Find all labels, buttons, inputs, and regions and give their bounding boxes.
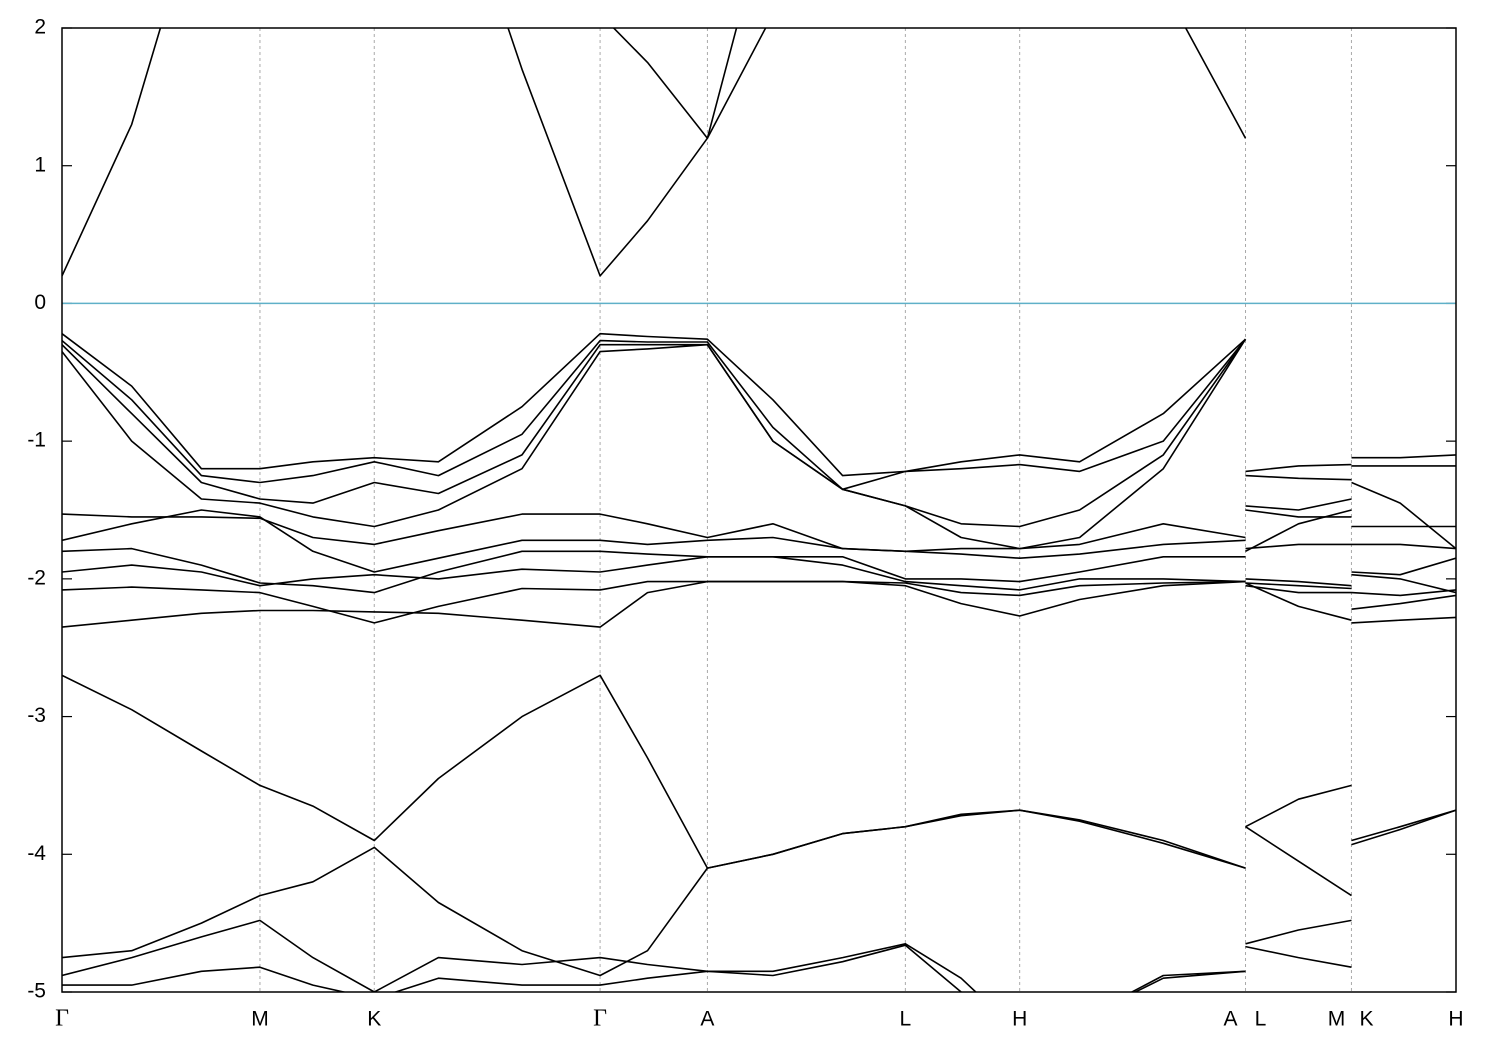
y-tick-label: -4 — [27, 842, 46, 865]
band-line — [62, 338, 1456, 491]
band-line — [62, 509, 1456, 553]
x-tick-label: A — [1223, 1008, 1237, 1031]
band-line — [62, 547, 1456, 597]
band-line — [62, 509, 1456, 576]
y-tick-label: -1 — [27, 429, 46, 452]
band-line — [62, 556, 1456, 594]
x-tick-label: K — [1359, 1008, 1373, 1031]
band-line — [62, 338, 1456, 550]
x-tick-label: Γ — [55, 1006, 69, 1032]
y-tick-label: 0 — [34, 291, 46, 314]
band-line — [62, 338, 1456, 550]
band-line — [612, 28, 738, 139]
y-tick-label: 2 — [34, 16, 46, 39]
x-tick-label: L — [1255, 1008, 1267, 1031]
y-tick-label: 1 — [34, 153, 46, 176]
bands — [62, 28, 1456, 992]
x-tick-label: M — [1328, 1008, 1346, 1031]
band-line — [62, 580, 1456, 624]
x-tick-label: Γ — [593, 1006, 607, 1032]
band-line — [62, 944, 1352, 992]
band-line — [62, 580, 1456, 628]
band-line — [62, 28, 1247, 277]
y-tick-label: -5 — [27, 980, 46, 1003]
x-tick-label: L — [900, 1008, 912, 1031]
band-line — [62, 919, 1352, 992]
y-tick-label: -2 — [27, 566, 46, 589]
x-tick-label: H — [1012, 1008, 1027, 1031]
x-tick-label: A — [700, 1008, 714, 1031]
y-tick-label: -3 — [27, 704, 46, 727]
x-tick-label: K — [367, 1008, 381, 1031]
plot-frame — [61, 27, 1457, 993]
x-tick-label: M — [251, 1008, 269, 1031]
band-line — [62, 674, 1456, 869]
band-line — [62, 332, 1456, 477]
x-tick-label: H — [1448, 1008, 1463, 1031]
band-line — [62, 809, 1456, 977]
